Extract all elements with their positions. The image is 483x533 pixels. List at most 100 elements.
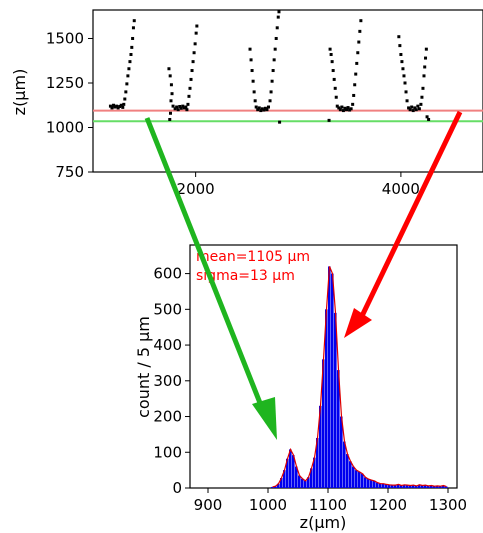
histogram-bar (385, 484, 388, 488)
histogram-bar (313, 457, 316, 488)
histogram-bar (310, 468, 313, 488)
green-arrow-shaft (144, 117, 265, 409)
histogram-bar (433, 486, 436, 488)
scatter-point (333, 86, 337, 90)
scatter-point (249, 58, 253, 62)
scatter-point (173, 107, 177, 111)
scatter-point (125, 82, 129, 86)
scatter-point (341, 109, 345, 113)
scatter-point (338, 108, 342, 112)
red-arrow-shaft (359, 110, 463, 318)
histogram-bar (346, 454, 349, 488)
scatter-point (194, 31, 198, 35)
histogram-bar (418, 484, 421, 488)
scatter-point (195, 24, 199, 28)
histogram-xtick-label: 900 (194, 496, 223, 514)
scatter-point (168, 117, 172, 121)
scatter-point (398, 44, 402, 48)
scatter-point (116, 106, 120, 110)
top-ytick-label: 1250 (46, 74, 84, 92)
scatter-point (265, 108, 269, 112)
scatter-point (118, 104, 122, 108)
histogram-bar (364, 477, 367, 488)
scatter-point (119, 103, 123, 107)
scatter-point (250, 69, 254, 73)
top-scatter-chart: 750 1000 1250 1500 2000 4000 z(μm) (10, 9, 483, 198)
scatter-point (358, 29, 362, 33)
scatter-point (268, 99, 272, 103)
scatter-point (422, 74, 426, 78)
histogram-bar (340, 416, 343, 488)
histogram-bar (370, 480, 373, 488)
histogram-ytick-label: 0 (172, 479, 182, 497)
histogram-bar (421, 485, 424, 488)
histogram-bar (286, 458, 289, 488)
scatter-point (356, 51, 360, 55)
scatter-point (357, 40, 361, 44)
scatter-point (329, 53, 333, 57)
histogram-bar (424, 485, 427, 488)
histogram-bar (343, 441, 346, 488)
scatter-point (407, 106, 411, 110)
scatter-point (413, 106, 417, 110)
histogram-bar (373, 480, 376, 488)
scatter-point (397, 35, 401, 39)
histogram-bar (397, 484, 400, 488)
scatter-point (270, 79, 274, 83)
histogram-bar (394, 485, 397, 488)
histogram-bar (358, 471, 361, 488)
histogram-bar (361, 473, 364, 488)
histogram-x-axis-label: z(μm) (300, 513, 347, 532)
scatter-point (419, 102, 423, 106)
histogram-bar (295, 466, 298, 488)
histogram-bar (301, 478, 304, 488)
scatter-point (113, 105, 117, 109)
histogram-bar (319, 405, 322, 488)
histogram-bar (436, 485, 439, 488)
scatter-point (401, 67, 405, 71)
histogram-bar (391, 485, 394, 488)
scatter-point (403, 81, 407, 85)
scatter-point (405, 99, 409, 103)
scatter-point (131, 36, 135, 40)
scatter-point (331, 69, 335, 73)
gaussian-fit-curve (272, 266, 447, 488)
histogram-bar (445, 486, 448, 488)
scatter-point (110, 106, 114, 110)
top-ytick-label: 1500 (46, 29, 84, 47)
histogram-ytick-label: 500 (153, 300, 182, 318)
scatter-point (400, 60, 404, 64)
histogram-bar (352, 466, 355, 488)
scatter-point (115, 104, 119, 108)
histogram-bar (274, 486, 277, 488)
histogram-bar (388, 484, 391, 488)
histogram-bar (337, 370, 340, 488)
scatter-point (351, 102, 355, 106)
scatter-point (129, 53, 133, 57)
scatter-point (359, 19, 363, 23)
top-plot-frame (92, 9, 483, 173)
scatter-point (190, 69, 194, 73)
scatter-point (349, 107, 353, 111)
scatter-point (191, 60, 195, 64)
scatter-point (108, 104, 112, 108)
scatter-point (186, 102, 190, 106)
scatter-point (259, 109, 263, 113)
histogram-bar (349, 461, 352, 488)
histogram-bar (367, 479, 370, 488)
histogram-bar (292, 455, 295, 488)
histogram-bar (442, 485, 445, 488)
histogram-bar (412, 485, 415, 488)
scatter-point (171, 104, 175, 108)
scatter-point (346, 106, 350, 110)
histogram-bar (283, 470, 286, 488)
scatter-point (417, 107, 421, 111)
scatter-point (254, 105, 258, 109)
scatter-point (274, 36, 278, 40)
scatter-point (192, 51, 196, 55)
scatter-point (189, 77, 193, 81)
top-ytick-label: 1000 (46, 118, 84, 136)
scatter-point (263, 106, 267, 110)
scatter-point (168, 111, 172, 115)
